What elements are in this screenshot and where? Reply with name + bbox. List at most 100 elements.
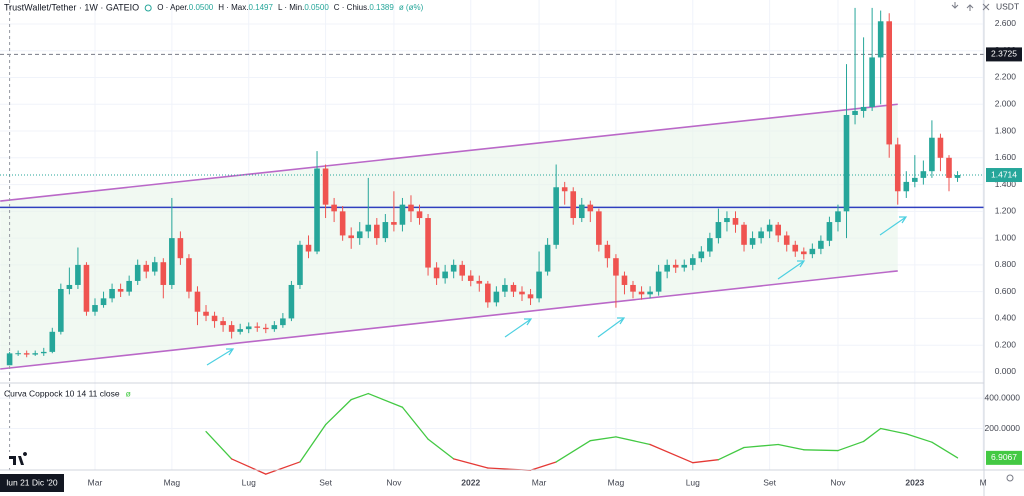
candle-body [314, 168, 320, 252]
indicator-line [453, 458, 489, 469]
candle-body [835, 211, 841, 223]
candle-body [604, 244, 611, 259]
candle-body [852, 110, 858, 115]
arrow [777, 260, 806, 280]
candle-body [83, 264, 90, 312]
candle-body [211, 315, 218, 322]
candles [6, 7, 961, 366]
x-tick-label: Set [319, 477, 332, 487]
candle-body [766, 224, 773, 232]
candle-body [476, 280, 483, 284]
candle-body [348, 235, 354, 239]
tv-logo [6, 452, 32, 468]
candle-body [715, 222, 722, 239]
candle-body [826, 222, 833, 241]
candle-body [783, 235, 790, 245]
candle-body [561, 187, 568, 192]
candle-body [254, 326, 261, 328]
candle-body [596, 211, 602, 245]
indicator-line [589, 436, 617, 442]
indicator-line [905, 433, 933, 443]
y-tick-label: 2.200 [995, 72, 1017, 82]
y-tick-label: 1.400 [995, 179, 1017, 189]
y-tick-label: 1.600 [995, 152, 1017, 162]
y-tick-label: 0.800 [995, 259, 1017, 269]
candle-body [66, 284, 73, 289]
currency-label: USDT [996, 1, 1019, 11]
crosshair-label: lun 21 Dic '20 [6, 477, 58, 487]
indicator-line [299, 424, 327, 463]
channel-fill [0, 104, 898, 370]
candle-body [467, 275, 474, 281]
indicator-line [350, 392, 369, 401]
arrow [597, 317, 626, 338]
candle-body [613, 258, 619, 276]
candle-body [408, 204, 414, 212]
candle-body [442, 271, 448, 279]
candle-body [331, 204, 337, 212]
price-label: 1.4714 [991, 169, 1017, 179]
candle-body [544, 244, 551, 272]
y-tick-label: 0.600 [995, 286, 1017, 296]
header-change: ø (ø%) [399, 3, 424, 12]
candle-body [894, 144, 901, 192]
x-tick-label: M [980, 477, 987, 487]
y-tick-label: 1.200 [995, 206, 1017, 216]
x-tick-label: Set [763, 477, 776, 487]
candle-body [638, 291, 645, 295]
price-label: 2.3725 [991, 49, 1017, 59]
icon-close[interactable] [982, 3, 990, 11]
indicator-line [367, 392, 404, 408]
logo-bg [6, 452, 32, 468]
icon-down[interactable] [951, 2, 959, 9]
x-tick-label: 2023 [905, 477, 924, 487]
indicator-line [555, 440, 591, 463]
candle-body [527, 294, 534, 299]
indicator-line [862, 427, 882, 443]
candle-body [339, 211, 346, 236]
candle-body [792, 244, 799, 252]
candle-body [510, 284, 517, 292]
candle-body [100, 298, 107, 306]
candle-body [194, 291, 201, 312]
candle-body [117, 288, 124, 292]
candle-body [519, 291, 525, 295]
candle-body [818, 240, 824, 249]
candle-body [877, 21, 884, 58]
candle-body [843, 114, 850, 212]
indicator-line [324, 399, 352, 426]
x-tick-label: Mag [608, 477, 625, 487]
indicator-line [803, 449, 839, 452]
candle-body [809, 248, 816, 255]
header-key: C · Chius. [334, 3, 370, 12]
x-tick-label: Mar [532, 477, 547, 487]
logo [9, 452, 28, 465]
toolbar-icons[interactable] [951, 2, 1014, 482]
candle-body [322, 168, 329, 205]
arrow [206, 348, 235, 366]
candle-body [502, 284, 508, 292]
candle-body [860, 106, 867, 111]
candle-body [356, 231, 363, 239]
icon-up[interactable] [966, 4, 974, 11]
x-tick-label: Mar [88, 477, 103, 487]
y-tick-label: 0.400 [995, 313, 1017, 323]
candle-body [177, 238, 184, 259]
candle-body [647, 291, 653, 295]
header-key: L · Min. [278, 3, 304, 12]
candle-body [681, 264, 688, 268]
candle-body [305, 244, 312, 252]
indicator-label-bg [986, 450, 1022, 465]
candle-body [58, 288, 64, 332]
candle-body [186, 258, 192, 292]
y2-tick-label: 400.0000 [985, 392, 1021, 402]
candle-body [570, 191, 577, 219]
candle-body [732, 218, 739, 225]
y2-tick-label: 200.0000 [985, 423, 1021, 433]
icon-settings[interactable] [1006, 474, 1014, 482]
indicator-line [230, 458, 267, 475]
candle-body [365, 224, 372, 232]
candle-body [92, 305, 98, 312]
arrow [879, 216, 908, 236]
